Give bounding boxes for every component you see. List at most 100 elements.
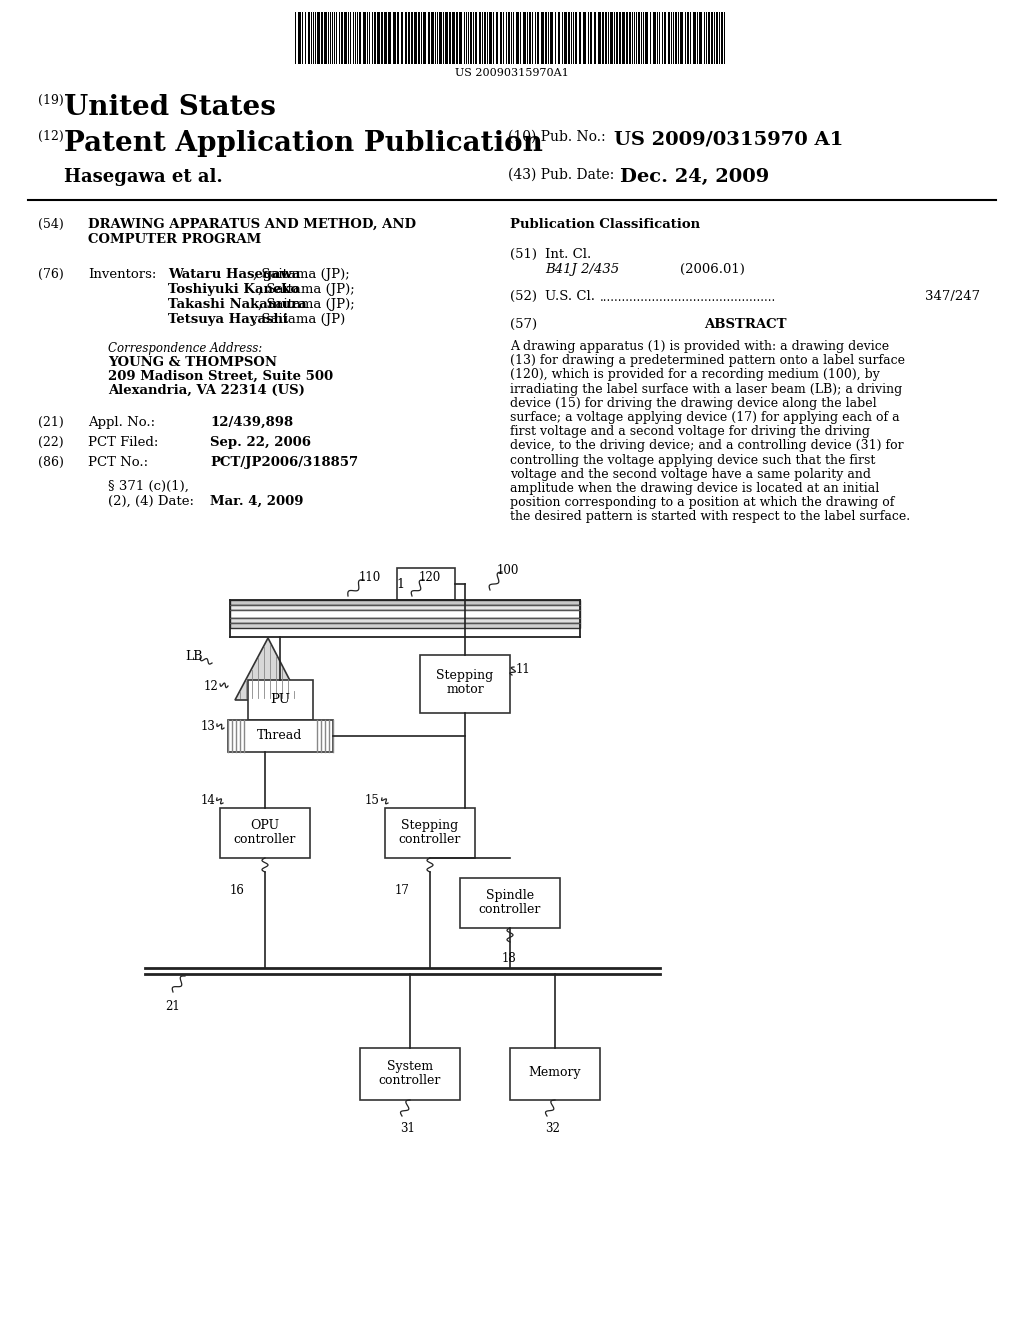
Bar — [598, 12, 601, 63]
Text: (120), which is provided for a recording medium (100), by: (120), which is provided for a recording… — [510, 368, 880, 381]
Text: ...............................................: ........................................… — [600, 290, 776, 304]
Bar — [622, 12, 625, 63]
Bar — [479, 12, 481, 63]
Text: Dec. 24, 2009: Dec. 24, 2009 — [620, 168, 769, 186]
Text: 14: 14 — [200, 795, 215, 807]
Bar — [721, 12, 723, 63]
Bar — [516, 12, 519, 63]
Text: (2006.01): (2006.01) — [680, 263, 744, 276]
Text: (21): (21) — [38, 416, 63, 429]
Bar — [381, 12, 383, 63]
Bar — [423, 12, 426, 63]
Text: irradiating the label surface with a laser beam (LB); a driving: irradiating the label surface with a las… — [510, 383, 902, 396]
Text: 18: 18 — [502, 952, 517, 965]
Text: 16: 16 — [230, 884, 245, 898]
Bar — [459, 12, 462, 63]
Bar — [359, 12, 361, 63]
Bar — [248, 680, 313, 719]
Text: Takashi Nakamura: Takashi Nakamura — [168, 298, 306, 312]
Text: (2), (4) Date:: (2), (4) Date: — [108, 495, 194, 508]
Text: B41J 2/435: B41J 2/435 — [545, 263, 620, 276]
Text: motor: motor — [446, 682, 484, 696]
Text: System: System — [387, 1060, 433, 1073]
Text: Publication Classification: Publication Classification — [510, 218, 700, 231]
Bar — [629, 12, 631, 63]
Text: 13: 13 — [200, 719, 215, 733]
Text: , Saitama (JP): , Saitama (JP) — [253, 313, 345, 326]
Text: YOUNG & THOMPSON: YOUNG & THOMPSON — [108, 356, 278, 370]
Bar — [545, 12, 547, 63]
Bar — [384, 12, 387, 63]
Bar — [616, 12, 618, 63]
Bar — [385, 808, 475, 858]
Bar — [452, 12, 455, 63]
Bar — [397, 568, 455, 601]
Text: device (15) for driving the drawing device along the label: device (15) for driving the drawing devi… — [510, 397, 877, 409]
Text: PU: PU — [270, 693, 290, 706]
Text: 15: 15 — [366, 795, 380, 807]
Bar — [675, 12, 677, 63]
Bar — [575, 12, 577, 63]
Bar — [377, 12, 380, 63]
Text: A drawing apparatus (1) is provided with: a drawing device: A drawing apparatus (1) is provided with… — [510, 341, 889, 352]
Bar — [344, 12, 347, 63]
Text: PCT/JP2006/318857: PCT/JP2006/318857 — [210, 455, 358, 469]
Text: 21: 21 — [165, 1001, 180, 1012]
Bar — [529, 12, 531, 63]
Bar — [228, 719, 333, 752]
Text: voltage and the second voltage have a same polarity and: voltage and the second voltage have a sa… — [510, 467, 871, 480]
Bar — [341, 12, 343, 63]
Bar — [408, 12, 410, 63]
Bar — [693, 12, 696, 63]
Text: Spindle: Spindle — [486, 888, 535, 902]
Text: surface; a voltage applying device (17) for applying each of a: surface; a voltage applying device (17) … — [510, 411, 900, 424]
Text: the desired pattern is started with respect to the label surface.: the desired pattern is started with resp… — [510, 511, 910, 524]
Bar — [411, 12, 413, 63]
Bar — [324, 12, 327, 63]
Text: (52): (52) — [510, 290, 537, 304]
Bar — [708, 12, 710, 63]
Text: PCT No.:: PCT No.: — [88, 455, 148, 469]
Bar — [308, 12, 310, 63]
Bar — [602, 12, 604, 63]
Text: amplitude when the drawing device is located at an initial: amplitude when the drawing device is loc… — [510, 482, 880, 495]
Text: Memory: Memory — [528, 1067, 582, 1078]
Bar — [397, 12, 399, 63]
Text: Correspondence Address:: Correspondence Address: — [108, 342, 262, 355]
Text: (10) Pub. No.:: (10) Pub. No.: — [508, 129, 605, 144]
Bar — [645, 12, 648, 63]
Text: (54): (54) — [38, 218, 63, 231]
Bar — [605, 12, 607, 63]
Text: (13) for drawing a predetermined pattern onto a label surface: (13) for drawing a predetermined pattern… — [510, 354, 905, 367]
Text: (19): (19) — [38, 94, 63, 107]
Text: 31: 31 — [400, 1122, 415, 1135]
Text: 120: 120 — [419, 572, 441, 583]
Bar — [230, 605, 580, 610]
Text: Thread: Thread — [257, 729, 303, 742]
Text: (86): (86) — [38, 455, 63, 469]
Text: 12/439,898: 12/439,898 — [210, 416, 293, 429]
Text: (76): (76) — [38, 268, 63, 281]
Bar — [230, 623, 580, 628]
Text: LB: LB — [185, 649, 203, 663]
Bar — [537, 12, 539, 63]
Text: Inventors:: Inventors: — [88, 268, 157, 281]
Bar — [558, 12, 560, 63]
Bar — [680, 12, 683, 63]
Text: (43) Pub. Date:: (43) Pub. Date: — [508, 168, 614, 182]
Bar — [360, 1048, 460, 1100]
Text: Tetsuya Hayashi: Tetsuya Hayashi — [168, 313, 288, 326]
Text: Stepping: Stepping — [401, 818, 459, 832]
Text: 209 Madison Street, Suite 500: 209 Madison Street, Suite 500 — [108, 370, 333, 383]
Text: Alexandria, VA 22314 (US): Alexandria, VA 22314 (US) — [108, 384, 305, 397]
Text: device, to the driving device; and a controlling device (31) for: device, to the driving device; and a con… — [510, 440, 903, 453]
Bar — [414, 12, 417, 63]
Bar — [594, 12, 596, 63]
Text: Wataru Hasegawa: Wataru Hasegawa — [168, 268, 300, 281]
Polygon shape — [234, 638, 300, 700]
Text: 1: 1 — [396, 578, 404, 591]
Text: US 20090315970A1: US 20090315970A1 — [455, 69, 569, 78]
Bar — [393, 12, 396, 63]
Text: Patent Application Publication: Patent Application Publication — [63, 129, 543, 157]
Bar — [590, 12, 592, 63]
